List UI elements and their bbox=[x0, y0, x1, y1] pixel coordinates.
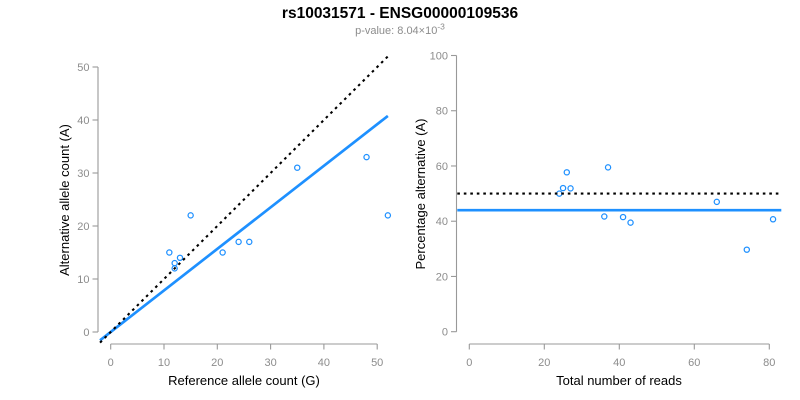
y-tick-label: 80 bbox=[436, 106, 448, 118]
data-point bbox=[769, 216, 777, 223]
x-tick-label: 20 bbox=[211, 357, 223, 369]
x-tick-label: 40 bbox=[318, 357, 330, 369]
data-point bbox=[187, 212, 194, 219]
fit-line bbox=[99, 114, 389, 342]
y-tick-label: 40 bbox=[77, 115, 89, 127]
x-tick-label: 10 bbox=[158, 357, 170, 369]
data-point bbox=[384, 212, 392, 219]
left-plot-content: 0 10 20 30 40 50 0 10 20 30 40 50 bbox=[77, 55, 392, 369]
right-plot-ylabel: Percentage alternative (A) bbox=[413, 118, 428, 269]
x-tick-label: 40 bbox=[613, 357, 625, 369]
y-tick-label: 50 bbox=[77, 62, 89, 74]
data-point bbox=[235, 238, 242, 246]
data-point bbox=[567, 185, 574, 192]
right-plot-content: 0 20 40 60 80 100 0 20 40 60 80 bbox=[430, 50, 782, 369]
identity-line bbox=[99, 55, 389, 344]
right-plot: Total number of reads Percentage alterna… bbox=[413, 50, 782, 388]
y-tick-label: 40 bbox=[436, 216, 448, 228]
x-tick-label: 50 bbox=[371, 357, 383, 369]
data-point bbox=[563, 169, 571, 176]
data-point bbox=[166, 249, 173, 256]
x-tick-label: 80 bbox=[763, 357, 775, 369]
data-point bbox=[619, 213, 627, 221]
pvalue-label: p-value: 8.04×10 bbox=[355, 25, 437, 37]
data-point bbox=[743, 246, 751, 253]
y-tick-label: 0 bbox=[83, 327, 89, 339]
pvalue-exponent: -3 bbox=[437, 22, 445, 32]
data-point bbox=[604, 164, 612, 171]
data-point bbox=[627, 219, 634, 226]
y-tick-label: 0 bbox=[442, 327, 448, 339]
left-plot: Reference allele count (G) Alternative a… bbox=[57, 55, 392, 388]
data-point bbox=[559, 184, 567, 192]
data-point bbox=[556, 190, 563, 197]
data-point bbox=[171, 259, 178, 267]
y-tick-label: 20 bbox=[436, 271, 448, 283]
left-plot-xlabel: Reference allele count (G) bbox=[168, 373, 320, 388]
y-tick-label: 20 bbox=[77, 221, 89, 233]
data-point bbox=[294, 164, 301, 171]
left-plot-ylabel: Alternative allele count (A) bbox=[57, 124, 72, 276]
y-tick-label: 100 bbox=[430, 50, 448, 62]
data-point bbox=[176, 254, 184, 262]
plot-subtitle: p-value: 8.04×10-3 bbox=[355, 22, 445, 38]
data-point bbox=[713, 198, 721, 206]
x-tick-label: 20 bbox=[538, 357, 550, 369]
data-point bbox=[246, 238, 253, 246]
y-tick-label: 60 bbox=[436, 161, 448, 173]
right-plot-xlabel: Total number of reads bbox=[556, 373, 682, 388]
y-tick-label: 10 bbox=[77, 274, 89, 286]
data-point bbox=[601, 213, 608, 220]
plot-title: rs10031571 - ENSG00000109536 bbox=[282, 5, 519, 22]
data-point bbox=[363, 153, 370, 161]
y-tick-label: 30 bbox=[77, 168, 89, 180]
x-tick-label: 60 bbox=[688, 357, 700, 369]
x-tick-label: 30 bbox=[264, 357, 276, 369]
x-tick-label: 0 bbox=[108, 357, 114, 369]
data-point bbox=[219, 249, 226, 256]
x-tick-label: 0 bbox=[466, 357, 472, 369]
